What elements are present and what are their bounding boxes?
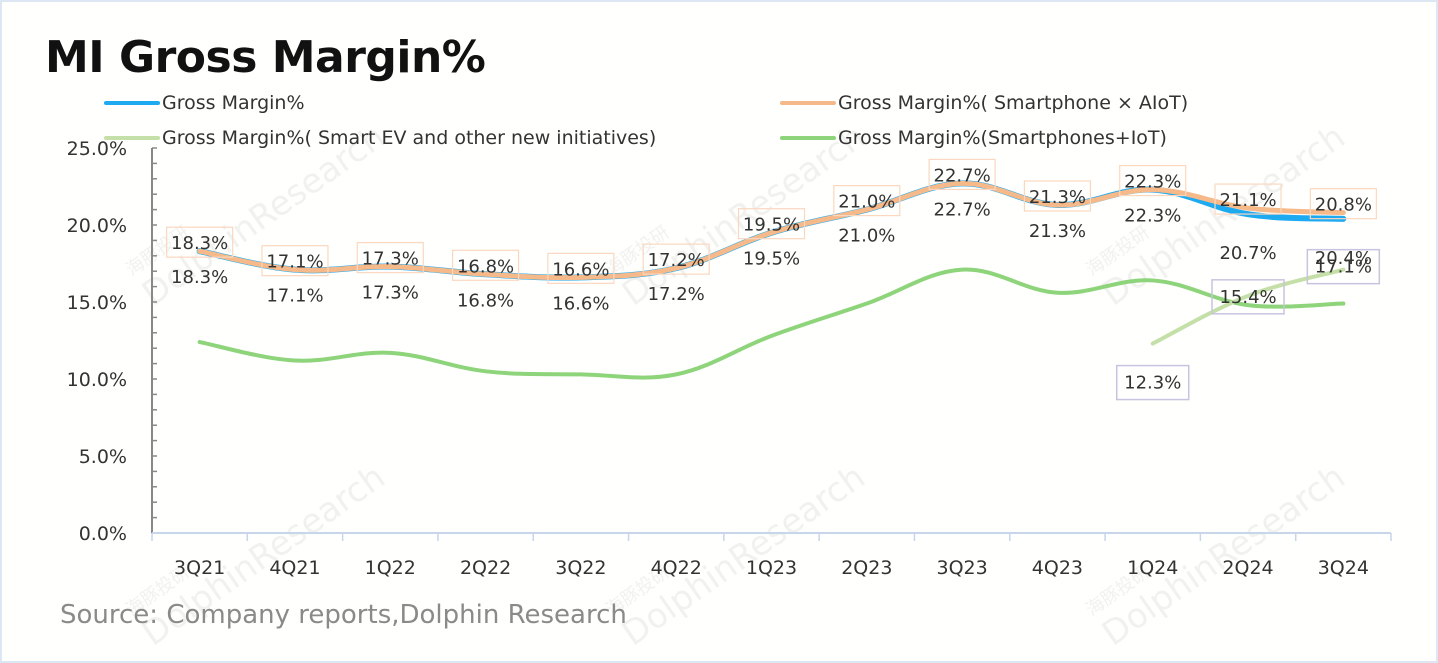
legend-item-smartphones-iot: Gross Margin%(Smartphones+IoT) [780,127,1167,149]
data-label-box [261,245,329,277]
x-tick-label: 3Q23 [936,557,987,579]
legend-item-gross-margin: Gross Margin% [104,92,305,114]
x-tick-label: 2Q24 [1222,557,1273,579]
series-line-smart-ev [1150,267,1346,346]
series-line-smartphone-aiot [197,180,1346,281]
data-label-gross-margin: 18.3% [171,267,228,288]
data-label-box [1306,248,1381,285]
data-label-gross-margin: 20.4% [1315,248,1372,269]
data-label-box [356,241,424,274]
data-label-box [833,185,901,217]
x-tick-label: 3Q24 [1318,557,1369,579]
data-label-gross-margin: 20.7% [1219,243,1276,264]
data-label-smart-ev: 15.4% [1219,287,1276,308]
x-tick-label: 3Q22 [555,557,606,579]
legend-item-smart-ev: Gross Margin%( Smart EV and other new in… [104,127,656,149]
y-tick-label: 10.0% [67,369,127,391]
x-tick-label: 4Q23 [1032,557,1083,579]
data-label-box [547,252,615,284]
data-label-box [166,226,234,258]
x-tick-label: 1Q23 [746,557,797,579]
data-label-box [737,208,806,240]
data-label-gross-margin: 17.2% [648,284,705,305]
data-label-smart-ev: 12.3% [1124,373,1181,394]
series-line-smartphones-iot [197,267,1346,380]
data-label-gross-margin: 16.8% [457,290,514,311]
x-tick-label: 4Q22 [651,557,702,579]
x-tick-label: 4Q21 [269,557,320,579]
legend-label: Gross Margin%( Smartphone × AIoT) [838,92,1189,114]
data-label-smartphone-aiot: 19.5% [743,215,800,236]
data-label-smartphone-aiot: 21.0% [838,192,895,213]
data-label-box [451,249,520,281]
data-label-gross-margin: 22.3% [1124,206,1181,227]
data-label-box [1214,183,1282,215]
data-label-box [1115,364,1190,401]
x-tick-label: 1Q24 [1127,557,1178,579]
data-label-smartphone-aiot: 20.8% [1315,195,1372,216]
data-label-box [1309,188,1377,220]
data-label-gross-margin: 17.3% [362,283,419,304]
data-label-smartphone-aiot: 21.1% [1219,190,1276,211]
data-label-gross-margin: 22.7% [934,199,991,220]
legend-swatch [104,136,160,140]
data-label-smartphone-aiot: 17.2% [648,250,705,271]
data-label-gross-margin: 16.6% [552,293,609,314]
data-label-smartphone-aiot: 22.7% [934,165,991,186]
data-label-smartphone-aiot: 22.3% [1124,172,1181,193]
chart-title: MI Gross Margin% [45,32,486,83]
x-tick-label: 2Q23 [841,557,892,579]
data-label-smartphone-aiot: 17.3% [362,249,419,270]
legend-item-smartphone-aiot: Gross Margin%( Smartphone × AIoT) [780,92,1188,114]
data-label-box [1211,279,1285,315]
legend-swatch [780,136,836,140]
legend-swatch [104,101,160,105]
data-label-box [1023,180,1092,212]
data-label-smartphone-aiot: 18.3% [171,233,228,254]
data-label-box [642,243,710,275]
y-tick-label: 20.0% [67,215,127,237]
data-label-box [928,158,996,191]
legend-swatch [780,101,836,105]
data-label-smartphone-aiot: 16.8% [457,256,514,277]
data-label-smart-ev: 17.1% [1315,257,1372,278]
source-note: Source: Company reports,Dolphin Research [60,600,627,630]
data-label-smartphone-aiot: 16.6% [552,259,609,280]
x-tick-label: 3Q21 [174,557,225,579]
y-tick-label: 0.0% [79,523,127,545]
y-tick-label: 25.0% [67,138,127,160]
legend-label: Gross Margin%( Smart EV and other new in… [162,127,657,149]
y-tick-label: 5.0% [79,446,127,468]
data-label-gross-margin: 21.0% [838,226,895,247]
x-tick-label: 2Q22 [460,557,511,579]
data-label-smartphone-aiot: 17.1% [266,252,323,273]
x-tick-label: 1Q22 [365,557,416,579]
legend-label: Gross Margin% [162,92,305,114]
data-label-gross-margin: 21.3% [1029,221,1086,242]
data-label-smartphone-aiot: 21.3% [1029,187,1086,208]
data-label-gross-margin: 19.5% [743,249,800,270]
legend-label: Gross Margin%(Smartphones+IoT) [838,127,1167,149]
data-label-box [1119,164,1187,197]
y-tick-label: 15.0% [67,292,127,314]
data-label-gross-margin: 17.1% [266,286,323,307]
